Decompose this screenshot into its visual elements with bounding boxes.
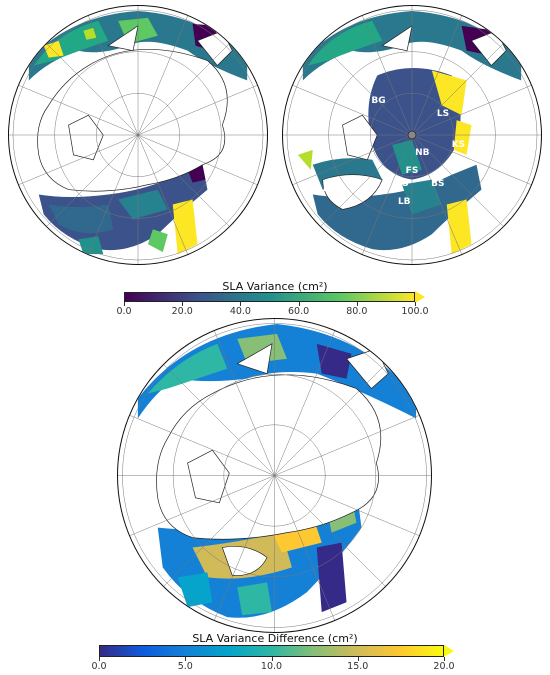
colorbar-tick-mark (357, 657, 359, 661)
colorbar-tick-label: 40.0 (229, 306, 251, 317)
region-label-ls: LS (436, 109, 450, 120)
colorbar-bottom-title: SLA Variance Difference (cm²) (192, 632, 358, 645)
region-label-ks: KS (451, 140, 466, 151)
colorbar-tick-mark (124, 302, 125, 306)
colorbar-tick-label: 0.0 (116, 306, 132, 317)
colorbar-tick-mark (444, 657, 445, 661)
region-label-nb: NB (415, 148, 430, 159)
map-top-left (8, 5, 268, 265)
map-bottom (117, 318, 432, 633)
colorbar-tick-label: 5.0 (177, 661, 193, 672)
colorbar-tick-mark (271, 657, 273, 661)
north-pole-marker (407, 130, 417, 140)
colorbar-tick-label: 100.0 (401, 306, 429, 317)
coastlines (37, 25, 233, 192)
colorbar-tick-mark (182, 302, 184, 306)
region-label-lbs: LBS (317, 184, 337, 195)
colorbar-tick-label: 20.0 (433, 661, 455, 672)
colorbar-tick-mark (356, 302, 358, 306)
map-top-right-svg (283, 6, 541, 264)
colorbar-tick-mark (415, 302, 416, 306)
coastlines (322, 25, 507, 210)
colorbar-tick-label: 15.0 (347, 661, 369, 672)
colorbar-top-extend-arrow (415, 291, 425, 303)
map-top-right: BG LS NB KS FS GS BS LBS LB (282, 5, 542, 265)
colorbar-tick-label: 60.0 (288, 306, 310, 317)
region-label-gs: GS (394, 179, 409, 190)
colorbar-top-title: SLA Variance (cm²) (222, 280, 328, 293)
region-label-bg: BG (371, 96, 386, 107)
sla-variance-field (28, 10, 248, 255)
colorbar-bottom-extend-arrow (444, 645, 454, 657)
colorbar-bottom (99, 645, 444, 657)
map-top-left-svg (9, 6, 267, 264)
colorbar-tick-label: 80.0 (346, 306, 368, 317)
graticule (118, 319, 431, 632)
coastlines (156, 343, 389, 576)
colorbar-tick-label: 20.0 (171, 306, 193, 317)
region-label-lb: LB (397, 197, 411, 208)
colorbar-tick-mark (240, 302, 242, 306)
colorbar-tick-mark (298, 302, 300, 306)
colorbar-tick-label: 0.0 (91, 661, 107, 672)
region-label-fs: FS (405, 166, 419, 177)
colorbar-tick-mark (185, 657, 187, 661)
map-bottom-svg (118, 319, 431, 632)
region-label-bs: BS (431, 179, 445, 190)
colorbar-tick-label: 10.0 (260, 661, 283, 672)
colorbar-top (124, 292, 415, 302)
graticule (9, 6, 267, 264)
colorbar-tick-mark (99, 657, 100, 661)
